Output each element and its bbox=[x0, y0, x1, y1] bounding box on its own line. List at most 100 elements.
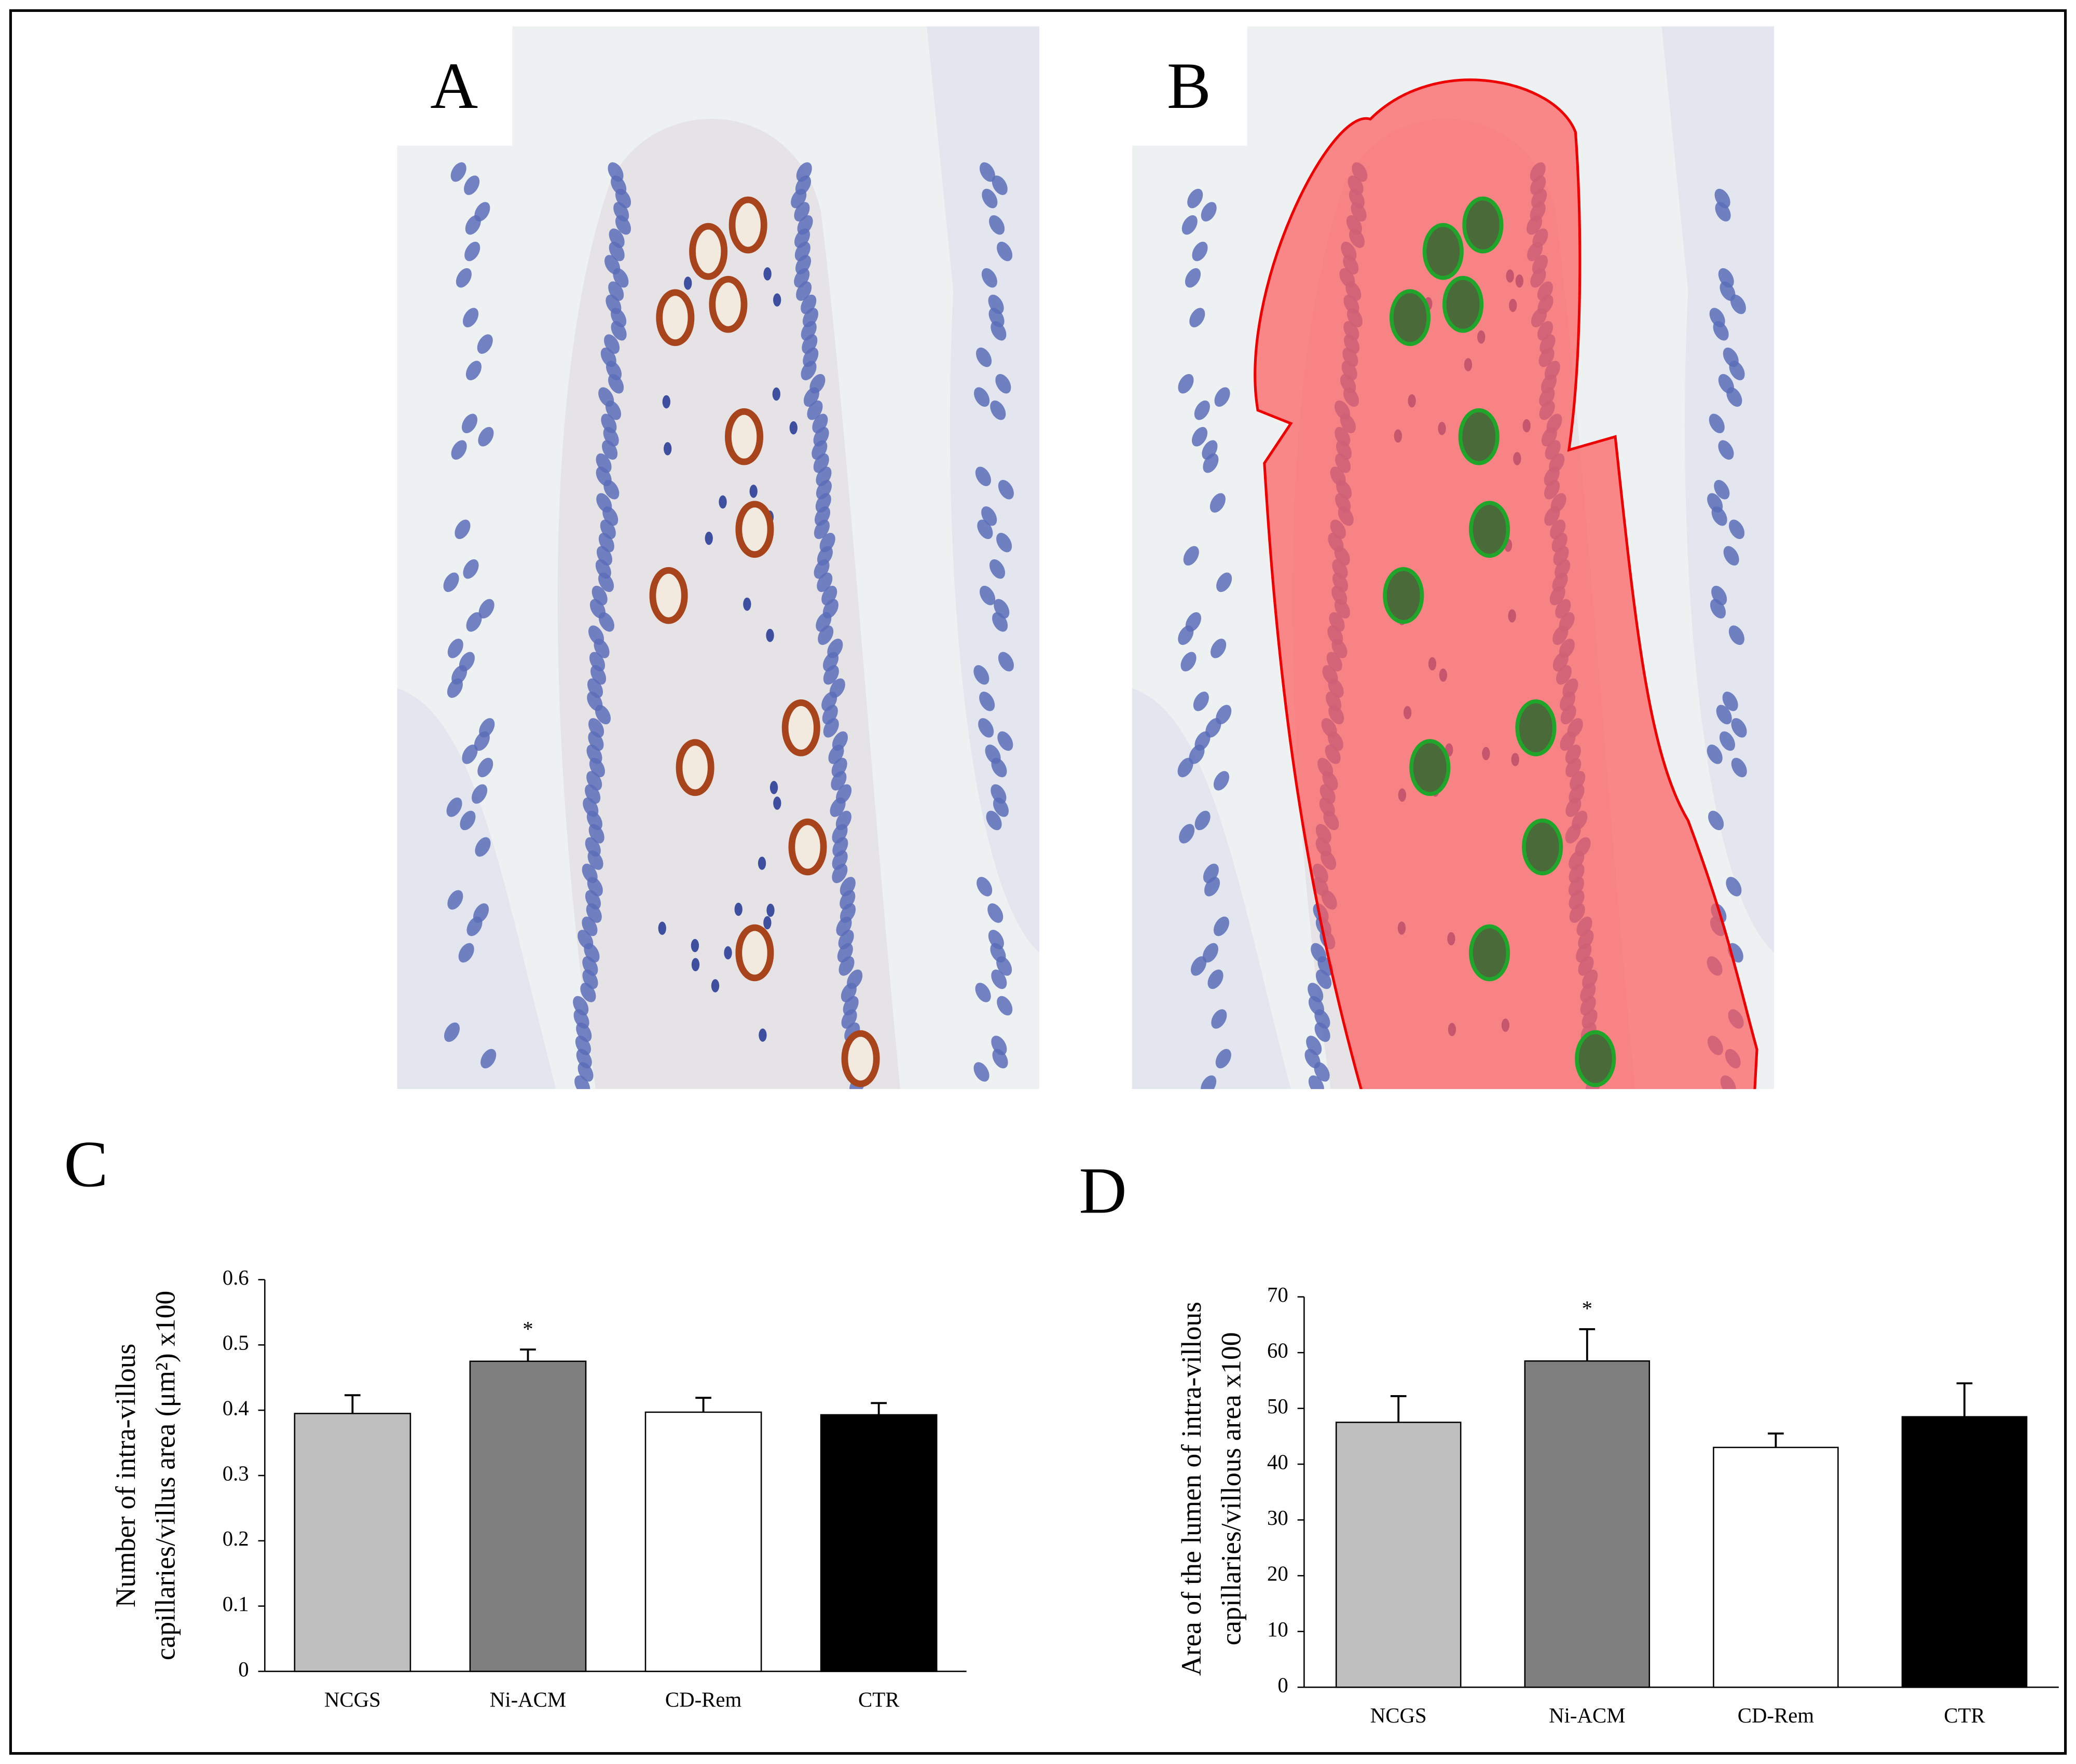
capillary-outline bbox=[1389, 289, 1431, 346]
nucleus bbox=[1194, 400, 1210, 420]
nucleus bbox=[1185, 268, 1201, 288]
x-tick-label: CTR bbox=[858, 1688, 900, 1711]
bar bbox=[469, 1360, 587, 1672]
nucleus bbox=[1202, 943, 1218, 963]
nucleus bbox=[1728, 625, 1744, 645]
nucleus bbox=[587, 850, 603, 870]
nucleus bbox=[573, 1009, 589, 1029]
nucleus bbox=[1211, 639, 1227, 658]
nucleus bbox=[818, 625, 834, 645]
nucleus bbox=[1209, 493, 1226, 513]
nucleus bbox=[763, 267, 772, 281]
y-axis-label: Area of the lumen of intra-villous bbox=[1176, 1302, 1207, 1676]
nucleus bbox=[1181, 215, 1198, 235]
y-tick-label: 0.5 bbox=[223, 1331, 249, 1355]
nucleus bbox=[447, 890, 463, 910]
capillary bbox=[735, 501, 774, 558]
bar bbox=[1713, 1446, 1839, 1688]
nucleus bbox=[477, 757, 493, 778]
y-tick-label: 60 bbox=[1267, 1339, 1288, 1362]
capillary bbox=[676, 739, 714, 796]
nucleus bbox=[996, 532, 1012, 553]
nucleus bbox=[1177, 757, 1193, 778]
nucleus bbox=[615, 215, 631, 235]
nucleus bbox=[1203, 453, 1219, 473]
chart: C Number of intra-villous capillaries/vill… bbox=[64, 1127, 967, 1711]
nucleus bbox=[819, 532, 835, 553]
nucleus bbox=[602, 440, 618, 460]
nucleus bbox=[1180, 652, 1197, 672]
nucleus bbox=[603, 479, 620, 500]
nucleus bbox=[1711, 506, 1727, 526]
nucleus bbox=[1729, 361, 1745, 380]
nucleus bbox=[464, 241, 480, 261]
nucleus bbox=[478, 426, 494, 447]
nucleus bbox=[997, 996, 1013, 1016]
nucleus bbox=[595, 559, 611, 579]
nucleus bbox=[480, 1049, 497, 1069]
nucleus bbox=[982, 188, 998, 209]
nucleus bbox=[734, 902, 743, 916]
capillary bbox=[788, 818, 827, 876]
x-tick-label: NCGS bbox=[1370, 1704, 1427, 1727]
capillary-outline bbox=[1383, 567, 1424, 624]
nucleus bbox=[1722, 692, 1738, 711]
nucleus bbox=[464, 175, 480, 195]
capillary-outline bbox=[1469, 501, 1510, 558]
nucleus bbox=[475, 837, 491, 857]
y-tick-label: 40 bbox=[1267, 1450, 1288, 1473]
nucleus bbox=[979, 692, 995, 711]
bar bbox=[644, 1411, 762, 1672]
nucleus bbox=[598, 612, 614, 632]
nucleus bbox=[465, 215, 481, 235]
nucleus bbox=[684, 277, 692, 290]
nucleus bbox=[823, 665, 839, 685]
nucleus bbox=[463, 559, 479, 579]
nucleus bbox=[456, 268, 472, 288]
y-tick-label: 20 bbox=[1267, 1562, 1288, 1585]
nucleus bbox=[586, 745, 602, 764]
significance-mark: * bbox=[523, 1317, 533, 1341]
nucleus bbox=[461, 414, 478, 433]
nucleus bbox=[711, 979, 720, 993]
capillary bbox=[649, 567, 688, 624]
nucleus bbox=[455, 519, 471, 540]
y-tick-label: 30 bbox=[1267, 1506, 1288, 1529]
nucleus bbox=[1308, 1075, 1324, 1090]
y-tick-label: 0.2 bbox=[223, 1527, 249, 1550]
panel-label: B bbox=[1167, 49, 1211, 122]
nucleus bbox=[450, 162, 466, 182]
y-tick-label: 10 bbox=[1267, 1618, 1288, 1641]
nucleus bbox=[980, 586, 996, 605]
capillary bbox=[735, 924, 774, 982]
nucleus bbox=[989, 559, 1006, 579]
nucleus bbox=[832, 863, 848, 884]
y-tick-label: 70 bbox=[1267, 1283, 1288, 1306]
nucleus bbox=[1708, 810, 1724, 831]
capillary bbox=[709, 275, 748, 333]
nucleus bbox=[991, 969, 1007, 989]
capillary-outline bbox=[1422, 223, 1464, 280]
nucleus bbox=[1191, 426, 1208, 447]
nucleus bbox=[992, 1049, 1008, 1069]
nucleus bbox=[611, 321, 627, 341]
nucleus bbox=[763, 916, 772, 930]
nucleus bbox=[458, 943, 474, 963]
nucleus bbox=[451, 440, 467, 460]
nucleus bbox=[998, 479, 1014, 500]
nucleus bbox=[991, 757, 1007, 778]
nucleus bbox=[1189, 745, 1205, 764]
nucleus bbox=[608, 374, 624, 394]
y-tick-label: 0.4 bbox=[223, 1396, 249, 1420]
nucleus bbox=[807, 400, 823, 420]
capillary bbox=[656, 289, 695, 346]
nucleus bbox=[691, 958, 700, 971]
nucleus bbox=[1192, 241, 1208, 261]
nucleus bbox=[1730, 294, 1746, 314]
nucleus bbox=[814, 519, 830, 540]
nucleus bbox=[462, 745, 478, 764]
bar bbox=[1335, 1422, 1462, 1688]
nucleus bbox=[1204, 877, 1220, 897]
nucleus bbox=[585, 837, 601, 857]
villus-region-overlay bbox=[1254, 78, 1758, 1090]
